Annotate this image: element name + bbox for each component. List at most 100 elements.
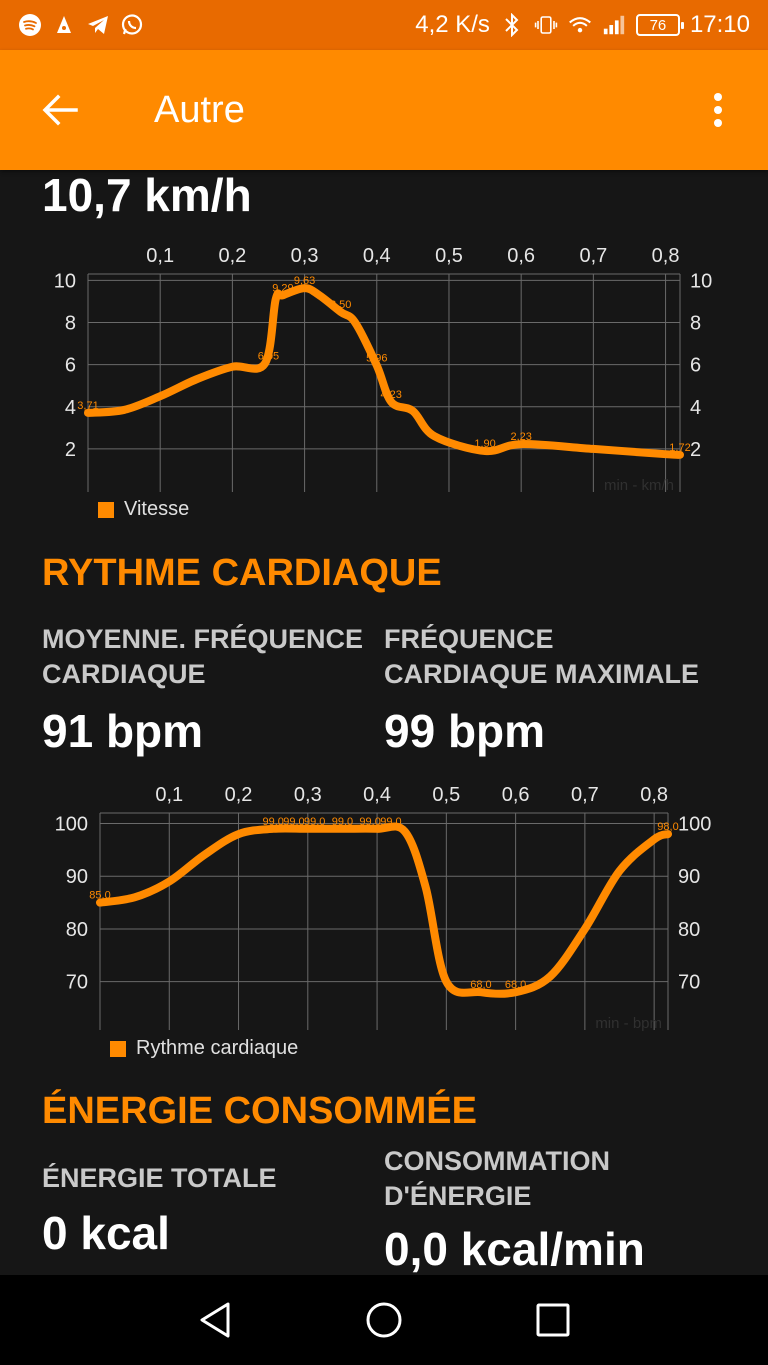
- y-tick-label-left: 70: [66, 972, 88, 994]
- y-tick-label-left: 6: [65, 355, 76, 377]
- whatsapp-icon: [120, 13, 144, 37]
- data-label: 8,50: [330, 299, 351, 311]
- x-tick-label: 0,7: [571, 784, 599, 806]
- notification-icon: [52, 13, 76, 37]
- data-label: 68,0: [505, 979, 526, 991]
- x-tick-label: 0,7: [579, 245, 607, 267]
- speed-chart: 0,1 0,2 0,3 0,4 0,5 0,6 0,7 0,8 10 10 8 8 6 6 4 4 2 2 min …: [54, 245, 713, 494]
- data-label: 99,0: [380, 816, 401, 828]
- y-tick-label-right: 80: [678, 919, 700, 941]
- data-label: 98,0: [657, 821, 678, 833]
- data-label: 99,0: [332, 816, 353, 828]
- page-title: Autre: [154, 88, 245, 131]
- x-tick-label: 0,2: [225, 784, 253, 806]
- nav-back-button[interactable]: [185, 1290, 245, 1350]
- max-heart-rate-value: 99 bpm: [384, 705, 546, 757]
- signal-icon: [602, 13, 626, 37]
- y-tick-label-left: 4: [65, 397, 76, 419]
- y-tick-label-right: 70: [678, 972, 700, 994]
- x-tick-label: 0,5: [432, 784, 460, 806]
- y-tick-label-right: 6: [690, 355, 701, 377]
- data-label: 1,90: [474, 438, 495, 450]
- data-label: 99,0: [283, 816, 304, 828]
- total-energy-label: ÉNERGIE TOTALE: [42, 1163, 277, 1193]
- scroll-content[interactable]: 10,7 km/h 0,1 0,2 0,3 0,4 0,5 0,6 0,7 0,8 10 10 8 8…: [0, 170, 768, 1275]
- x-tick-label: 0,6: [502, 784, 530, 806]
- series-line: [84, 284, 684, 459]
- energy-rate-label: CONSOMMATION D'ÉNERGIE: [384, 1146, 610, 1211]
- nav-home-button[interactable]: [354, 1290, 414, 1350]
- data-label: 99,0: [262, 816, 283, 828]
- data-label: 4,23: [381, 389, 402, 401]
- x-tick-label: 0,8: [652, 245, 680, 267]
- data-label: 68,0: [470, 979, 491, 991]
- status-bar: 4,2 K/s 76 17:10: [0, 0, 768, 50]
- app-bar: Autre: [0, 50, 768, 170]
- x-tick-label: 0,5: [435, 245, 463, 267]
- navigation-bar: [0, 1275, 768, 1365]
- total-energy-value: 0 kcal: [42, 1207, 170, 1259]
- data-label: 2,23: [510, 431, 531, 443]
- x-tick-label: 0,4: [363, 784, 391, 806]
- back-button[interactable]: [0, 50, 120, 170]
- x-tick-label: 0,3: [291, 245, 319, 267]
- notification-icons: [18, 13, 144, 37]
- square-recents-icon: [536, 1303, 570, 1337]
- arrow-left-icon: [42, 94, 78, 126]
- legend-label: Vitesse: [124, 498, 190, 520]
- triangle-back-icon: [200, 1302, 230, 1338]
- wifi-icon: [568, 13, 592, 37]
- network-speed: 4,2 K/s: [415, 11, 490, 38]
- legend-swatch: [110, 1040, 126, 1057]
- energy-rate-value: 0,0 kcal/min: [384, 1223, 645, 1275]
- y-tick-label-left: 100: [55, 814, 88, 836]
- clock: 17:10: [689, 11, 750, 38]
- battery-icon: 76: [635, 14, 684, 36]
- x-tick-label: 0,8: [640, 784, 668, 806]
- x-tick-label: 0,4: [363, 245, 391, 267]
- nav-recents-button[interactable]: [523, 1290, 583, 1350]
- speed-value: 10,7 km/h: [42, 170, 252, 221]
- legend-label: Rythme cardiaque: [136, 1037, 299, 1059]
- avg-heart-rate-value: 91 bpm: [42, 705, 204, 757]
- telegram-icon: [86, 13, 110, 37]
- data-label: 9,29: [272, 282, 293, 294]
- more-options-button[interactable]: [668, 50, 768, 170]
- x-tick-label: 0,3: [294, 784, 322, 806]
- y-tick-label-left: 90: [66, 866, 88, 888]
- more-vert-icon: [714, 93, 722, 127]
- legend-swatch: [98, 501, 114, 518]
- max-heart-rate-label: FRÉQUENCE CARDIAQUE MAXIMALE: [384, 624, 699, 689]
- x-tick-label: 0,1: [146, 245, 174, 267]
- spotify-icon: [18, 13, 42, 37]
- x-tick-label: 0,6: [507, 245, 535, 267]
- y-tick-label-left: 8: [65, 312, 76, 334]
- y-tick-label-right: 8: [690, 312, 701, 334]
- y-tick-label-right: 2: [690, 439, 701, 461]
- y-tick-label-left: 10: [54, 270, 76, 292]
- data-label: 99,0: [304, 816, 325, 828]
- data-label: 3,71: [77, 400, 98, 412]
- y-tick-label-left: 80: [66, 919, 88, 941]
- heart-rate-legend: Rythme cardiaque: [110, 1037, 298, 1060]
- y-tick-label-right: 10: [690, 270, 712, 292]
- bluetooth-icon: [500, 13, 524, 37]
- avg-heart-rate-label: MOYENNE. FRÉQUENCE CARDIAQUE: [42, 624, 364, 689]
- speed-legend: Vitesse: [98, 498, 189, 521]
- data-label: 99,0: [359, 816, 380, 828]
- heart-rate-chart: 0,1 0,2 0,3 0,4 0,5 0,6 0,7 0,8 100 100 90 90 80 80 70…: [55, 784, 712, 1032]
- data-label: 9,63: [294, 275, 315, 287]
- x-tick-label: 0,2: [218, 245, 246, 267]
- circle-home-icon: [366, 1302, 402, 1338]
- unit-label: min - km/h: [604, 477, 674, 494]
- series-line: [96, 822, 672, 998]
- heart-rate-section-title: RYTHME CARDIAQUE: [42, 552, 442, 594]
- data-label: 5,96: [366, 352, 387, 364]
- y-tick-label-right: 4: [690, 397, 701, 419]
- data-label: 85,0: [89, 890, 110, 902]
- x-tick-label: 0,1: [155, 784, 183, 806]
- data-label: 6,05: [258, 351, 279, 363]
- data-label: 1,72: [669, 442, 690, 454]
- y-tick-label-left: 2: [65, 439, 76, 461]
- vibrate-icon: [534, 13, 558, 37]
